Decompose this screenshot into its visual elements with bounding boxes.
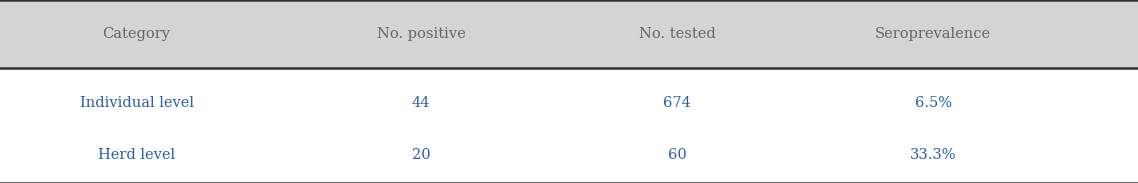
Text: Herd level: Herd level xyxy=(98,148,175,162)
Text: 6.5%: 6.5% xyxy=(915,96,951,110)
Text: 44: 44 xyxy=(412,96,430,110)
Text: Category: Category xyxy=(102,27,171,41)
Text: 33.3%: 33.3% xyxy=(910,148,956,162)
Text: 674: 674 xyxy=(663,96,691,110)
Text: 20: 20 xyxy=(412,148,430,162)
Text: No. tested: No. tested xyxy=(638,27,716,41)
Text: Individual level: Individual level xyxy=(80,96,193,110)
Text: 60: 60 xyxy=(668,148,686,162)
Text: Seroprevalence: Seroprevalence xyxy=(875,27,991,41)
Bar xyxy=(0,0,1138,68)
Text: No. positive: No. positive xyxy=(377,27,465,41)
